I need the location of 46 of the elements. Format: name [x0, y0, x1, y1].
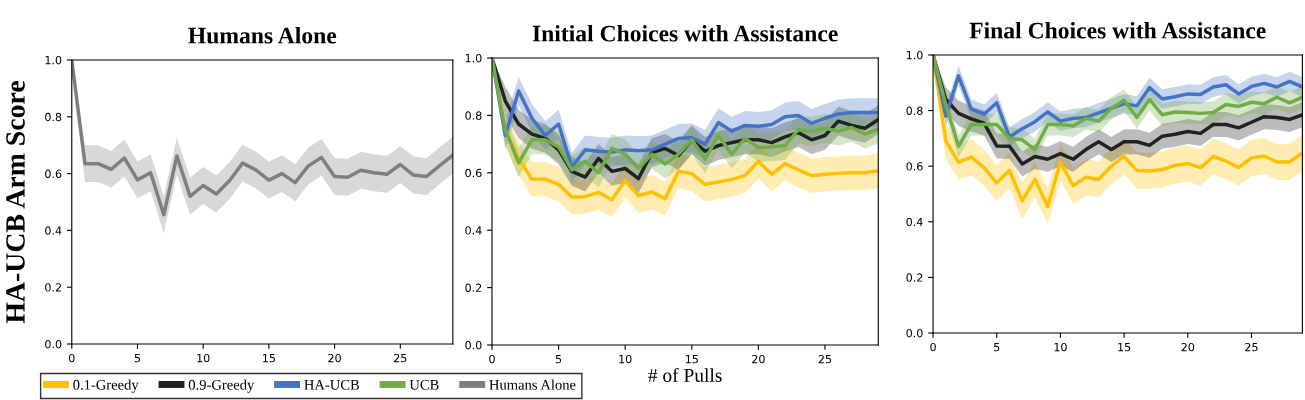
- x-tick-label: 10: [619, 354, 632, 364]
- y-axis-title: HA-UCB Arm Score: [6, 81, 25, 324]
- y-tick-label: 0.4: [906, 217, 923, 227]
- x-tick-label: 5: [555, 355, 562, 364]
- x-tick-label: 10: [197, 353, 210, 363]
- y-tick-label: 0.8: [906, 106, 923, 115]
- y-tick-label: 1.0: [45, 55, 62, 65]
- legend-label: 0.1-Greedy: [73, 379, 139, 393]
- x-tick-label: 15: [263, 354, 275, 363]
- x-tick-label: 20: [752, 354, 765, 364]
- x-tick-label: 25: [394, 353, 407, 363]
- legend-label: 0.9-Greedy: [188, 379, 255, 393]
- y-tick-label: 0.0: [906, 328, 923, 338]
- y-tick-label: 0.2: [45, 283, 61, 292]
- x-tick-label: 10: [1054, 342, 1067, 352]
- legend-label: UCB: [409, 379, 439, 390]
- y-tick-label: 0.2: [906, 273, 923, 282]
- y-tick-label: 0.6: [906, 162, 923, 171]
- y-tick-label: 0.8: [465, 111, 482, 120]
- x-tick-label: 15: [685, 355, 698, 364]
- x-tick-label: 5: [134, 354, 141, 363]
- y-tick-label: 0.6: [45, 169, 62, 178]
- x-tick-label: 5: [994, 343, 1000, 352]
- x-tick-label: 0: [489, 354, 495, 364]
- y-tick-label: 0.2: [465, 283, 482, 292]
- chart-title: Final Choices with Assistance: [969, 21, 1266, 39]
- x-axis-title: # of Pulls: [648, 368, 722, 382]
- chart-title: Humans Alone: [188, 26, 337, 44]
- legend-label: HA-UCB: [304, 379, 360, 390]
- x-tick-label: 15: [1118, 343, 1131, 352]
- x-tick-label: 20: [328, 353, 341, 363]
- y-tick-label: 0.8: [45, 112, 62, 122]
- x-tick-label: 25: [818, 354, 832, 364]
- x-tick-label: 25: [1245, 342, 1258, 352]
- y-tick-label: 1.0: [465, 53, 482, 63]
- y-tick-label: 0.4: [45, 226, 62, 235]
- y-tick-label: 0.0: [465, 340, 482, 350]
- y-tick-label: 1.0: [906, 50, 923, 60]
- y-tick-label: 0.6: [465, 168, 482, 178]
- legend-label: Humans Alone: [489, 379, 576, 390]
- y-tick-label: 0.4: [465, 226, 482, 235]
- x-tick-label: 0: [68, 353, 75, 363]
- y-tick-label: 0.0: [45, 339, 62, 349]
- x-tick-label: 20: [1181, 342, 1195, 352]
- x-tick-label: 0: [930, 342, 936, 352]
- chart-title: Initial Choices with Assistance: [532, 24, 838, 42]
